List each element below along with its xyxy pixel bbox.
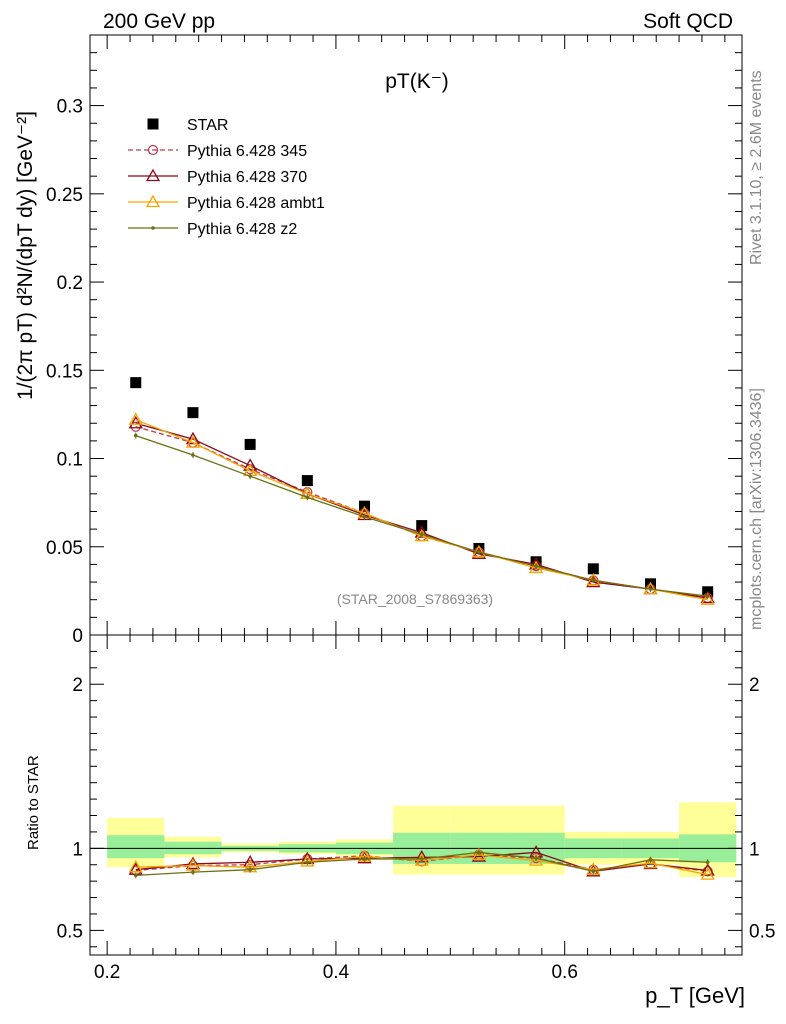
ratio-point-3 [133,873,138,878]
ratio-band-inner [107,835,165,859]
ratio-y-tick-label-right: 1 [749,839,760,860]
main-point-2 [128,415,143,429]
main-point-4 [477,550,481,554]
header-left: 200 GeV pp [103,10,215,33]
ratio-point-3 [305,860,310,865]
main-point-4 [419,532,424,537]
main-point-2 [185,431,201,445]
ratio-point-3 [705,860,710,865]
main-point-2 [700,590,715,604]
main-title: pT(K⁻) [385,70,449,93]
main-y-axis-title: 1/(2π pT) d²N/(dpT dy) [GeV⁻²] [14,111,37,400]
ratio-frame [89,634,743,956]
ratio-point-2 [700,867,715,880]
main-y-tick-label: 0.25 [46,185,83,206]
legend-label-3: Pythia 6.428 ambt1 [187,195,325,212]
legend-marker-1 [147,144,159,156]
x-tick-label: 0.4 [323,962,350,983]
main-series-line-3 [135,419,708,601]
x-axis-title: p_T [GeV] [645,983,745,1008]
main-point-2 [243,458,258,471]
ratio-point-2 [643,855,658,869]
ratio-y-tick-label: 0.5 [57,921,83,942]
main-point-3 [185,435,201,448]
ratio-point-3 [191,870,195,874]
legend-marker-0 [147,118,159,130]
main-y-tick-label: 0.3 [57,97,83,118]
main-point-4 [191,453,195,457]
main-point-4 [305,495,310,500]
rivet-label: Rivet 3.1.10, ≥ 2.6M events [748,70,765,265]
ratio-point-3 [419,857,424,861]
main-y-tick-label: 0.1 [57,450,83,471]
legend-marker-4 [151,226,155,230]
ratio-point-3 [591,869,596,874]
ratio-y-tick-label-right: 0.5 [749,921,775,942]
ratio-point-2 [128,859,143,873]
main-point-0 [130,377,142,389]
header-right: Soft QCD [643,10,733,33]
ratio-point-1 [700,863,715,876]
main-point-0 [244,438,256,450]
main-y-tick-label: 0.15 [46,361,83,382]
main-y-tick-label: 0.05 [46,538,83,559]
main-series-line-2 [135,422,708,599]
ratio-point-3 [477,850,481,855]
ratio-y-tick-label-right: 2 [749,675,760,696]
x-tick-label: 0.6 [551,962,577,983]
main-point-3 [128,412,143,425]
main-point-4 [591,578,596,583]
main-y-tick-label: 0.2 [57,273,83,294]
main-point-4 [534,564,538,568]
legend-marker-2 [145,168,161,182]
main-point-4 [648,587,653,591]
ratio-point-3 [648,858,653,862]
ratio-point-3 [362,857,367,861]
legend-label-0: STAR [187,117,228,134]
main-y-tick-label: 0 [72,626,83,647]
x-tick-label: 0.2 [94,962,120,983]
ratio-y-tick-label: 2 [72,675,83,696]
main-point-0 [587,563,599,575]
ratio-y-axis-title: Ratio to STAR [25,755,42,850]
ratio-point-3 [248,867,252,872]
main-series-line-4 [135,434,708,597]
mcplots-label: mcplots.cern.ch [arXiv:1306.3436] [748,388,765,630]
legend-label-2: Pythia 6.428 370 [187,169,307,186]
main-point-3 [700,592,715,605]
main-point-4 [362,514,367,519]
ratio-point-1 [185,856,201,870]
analysis-watermark: (STAR_2008_S7869363) [337,591,493,607]
main-point-0 [187,407,199,419]
legend-marker-3 [145,194,161,208]
legend-label-1: Pythia 6.428 345 [187,143,307,160]
main-point-0 [301,475,313,487]
main-point-4 [248,474,252,478]
main-point-4 [705,594,710,598]
main-point-1 [130,421,141,432]
ratio-point-2 [528,853,544,866]
ratio-point-2 [471,847,487,861]
main-point-4 [133,433,138,438]
ratio-point-3 [534,856,538,860]
ratio-point-2 [414,853,429,866]
legend-label-4: Pythia 6.428 z2 [187,221,297,238]
ratio-y-tick-label: 1 [72,839,83,860]
ratio-point-2 [300,854,315,867]
